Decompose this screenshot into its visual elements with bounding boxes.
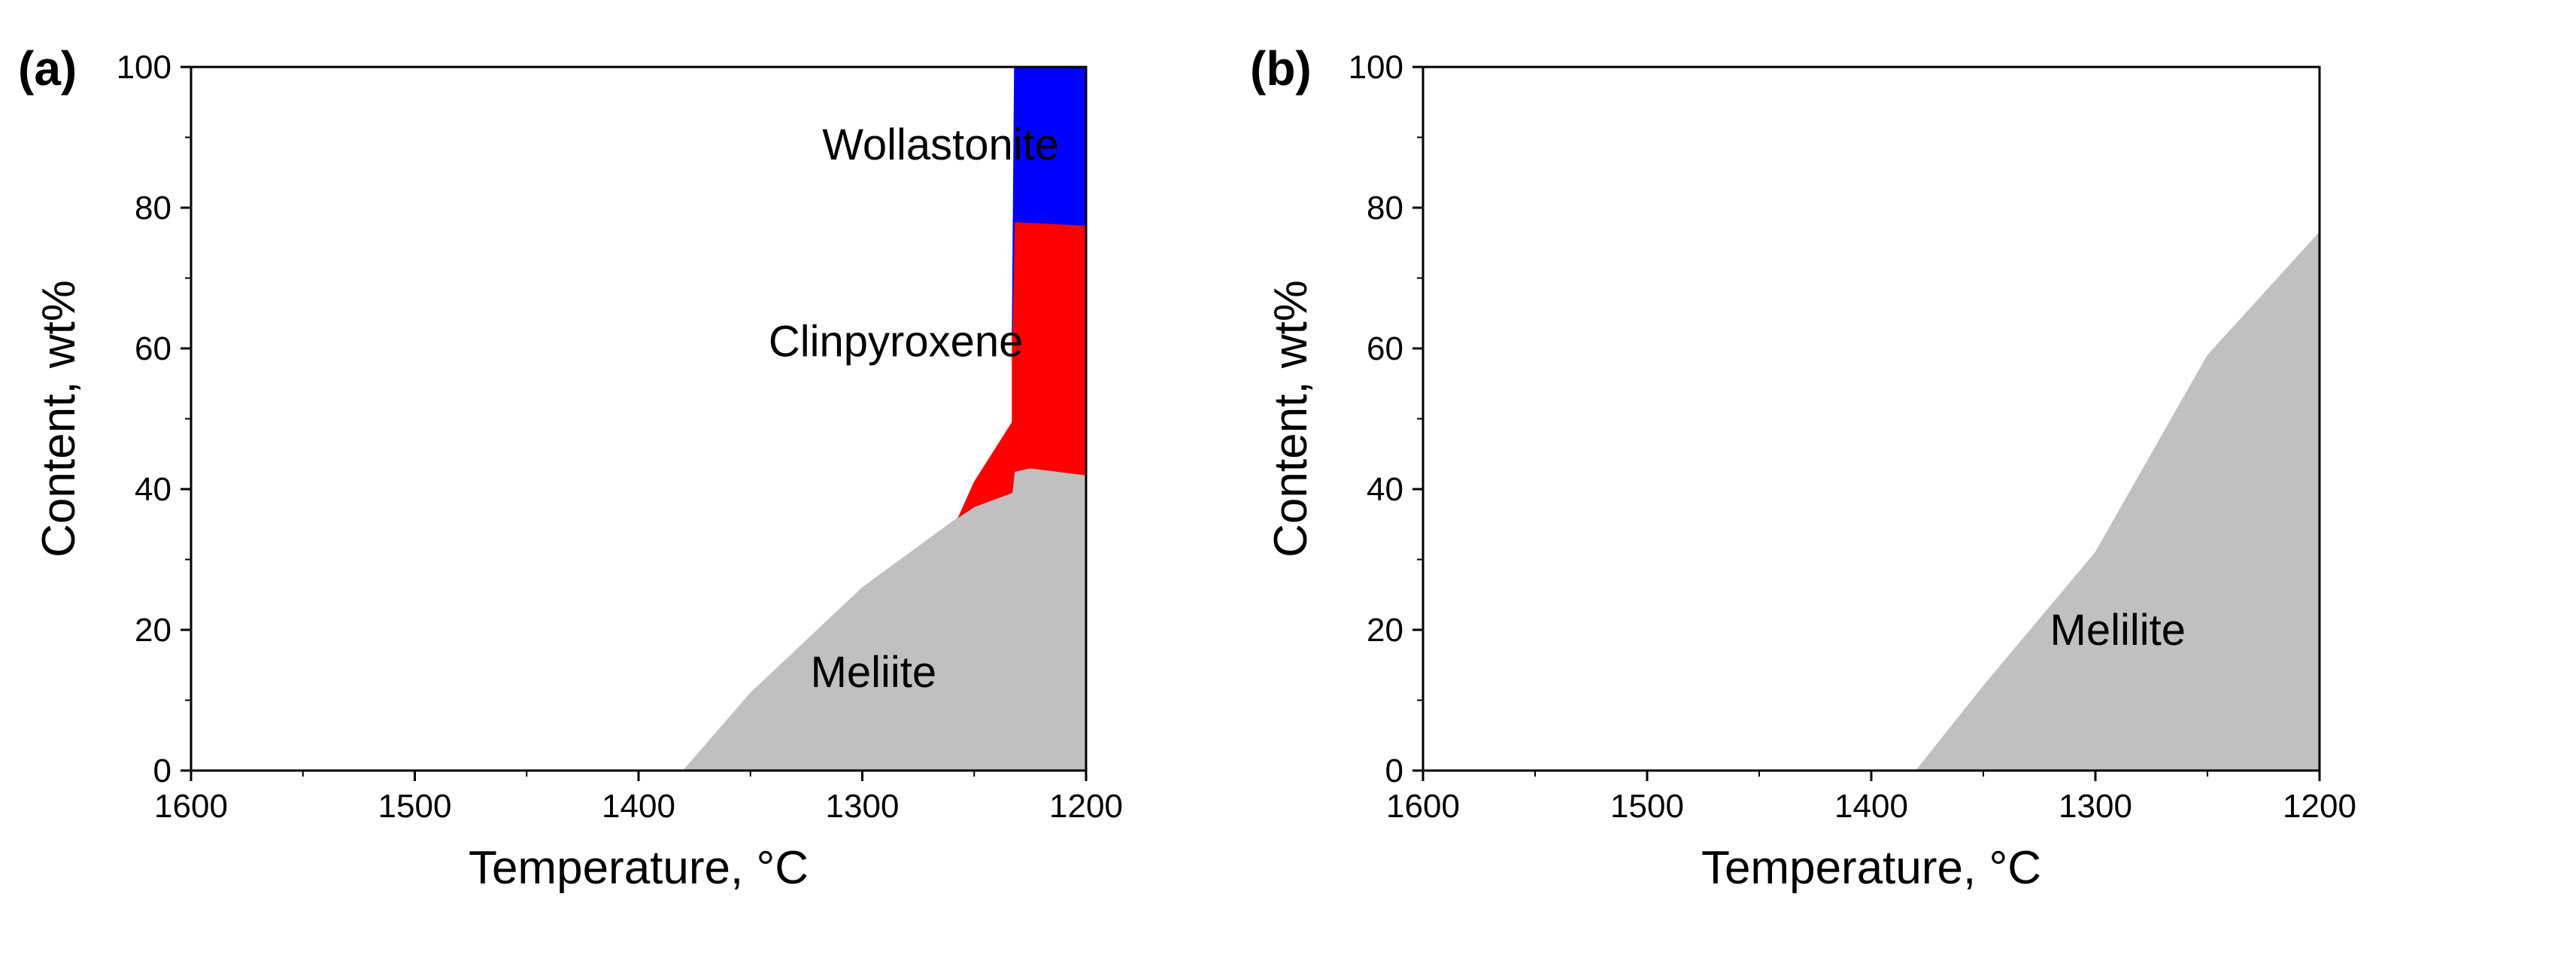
y-tick-label: 100 [1349,49,1403,86]
x-tick-label: 1300 [826,788,900,825]
x-tick-label: 1200 [1049,788,1123,825]
chart-panel-b: 1600 1500 1400 1300 1200 0 20 40 60 80 100 Temperat… [1250,41,2356,894]
x-tick-label: 1400 [1834,788,1908,825]
region-label: Melilite [2050,606,2186,655]
y-axis-title: Content, wt% [1265,280,1317,558]
x-axis-title: Temperature, °C [469,842,809,894]
chart-panel-a: 1600 1500 1400 1300 1200 0 20 40 60 80 100 Temperat… [18,41,1123,894]
area-melilite [1915,231,2320,771]
x-tick-label: 1200 [2283,788,2356,825]
y-tick-label: 0 [1385,752,1403,789]
y-tick-label: 100 [117,49,171,86]
y-axis-title: Content, wt% [33,280,85,558]
x-axis-title: Temperature, °C [1701,842,2041,894]
y-tick-label: 0 [153,752,171,789]
y-tick-label: 60 [1367,330,1403,367]
y-tick-label: 80 [135,190,171,227]
panel-label: (b) [1250,41,1312,96]
y-tick-label: 40 [1367,471,1403,508]
region-label: Clinpyroxene [769,318,1024,366]
y-tick-label: 20 [135,612,171,649]
x-tick-label: 1600 [1386,788,1460,825]
region-label: Wollastonite [822,120,1059,169]
x-tick-label: 1300 [2059,788,2132,825]
x-tick-label: 1600 [154,788,228,825]
x-tick-label: 1500 [1610,788,1684,825]
y-tick-label: 60 [135,330,171,367]
y-tick-label: 80 [1367,190,1403,227]
region-label: Meliite [811,648,937,697]
x-tick-label: 1400 [602,788,675,825]
panel-label: (a) [18,41,77,96]
area-meliite [682,467,1087,771]
y-tick-label: 40 [135,471,171,508]
x-tick-label: 1500 [378,788,452,825]
y-tick-label: 20 [1367,612,1403,649]
